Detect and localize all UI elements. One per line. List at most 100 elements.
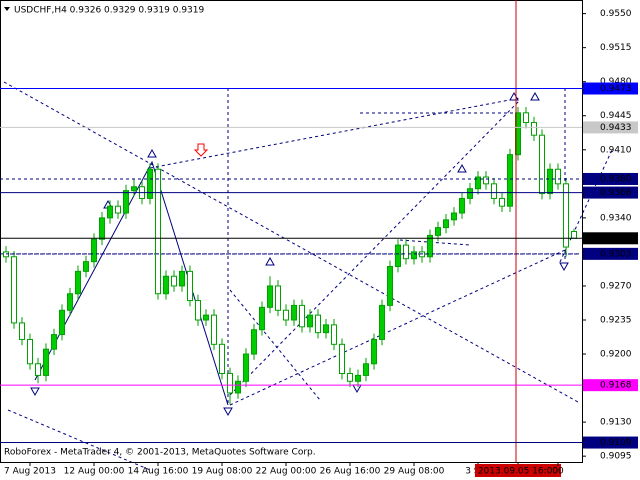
candle-body <box>75 270 81 295</box>
candle-body <box>547 168 553 195</box>
candle-body <box>523 112 529 124</box>
candle-body <box>299 304 305 328</box>
candle-body <box>259 306 265 331</box>
candle-body <box>507 154 513 207</box>
plot-frame <box>0 0 583 463</box>
candle-body <box>107 205 113 219</box>
candle-body <box>155 168 161 295</box>
y-tick-label: 0.9515 <box>600 43 632 53</box>
y-tick-label: 0.9130 <box>600 418 632 428</box>
x-tick-label: 7 Aug 2013 <box>4 467 56 477</box>
x-tick-label: 19 Aug 08:00 <box>192 467 253 477</box>
y-tick-label: 0.9480 <box>600 77 632 87</box>
candle-body <box>243 353 249 382</box>
candle-body <box>115 205 121 214</box>
candle-body <box>83 261 89 272</box>
candle-body <box>67 293 73 311</box>
candle-body <box>555 168 561 185</box>
x-tick-label: 26 Aug 16:00 <box>320 467 381 477</box>
level-label: 0.9380 <box>600 174 632 184</box>
candle-body <box>475 176 481 190</box>
candle-body <box>459 197 465 214</box>
candle-body <box>379 304 385 340</box>
candle-body <box>331 324 337 345</box>
candle-body <box>51 334 57 350</box>
y-tick-label: 0.9410 <box>600 145 632 155</box>
arrows <box>30 91 569 417</box>
candle-body <box>531 122 537 136</box>
candle-body <box>187 270 193 302</box>
level-label-box <box>583 379 638 392</box>
candle-body <box>27 338 33 365</box>
level-label-box <box>583 172 638 185</box>
y-tick-label: 0.9235 <box>600 315 632 325</box>
candle-body <box>403 244 409 260</box>
candle-body <box>11 256 17 324</box>
candle-body <box>467 188 473 199</box>
candle-body <box>275 285 281 311</box>
candle-body <box>315 314 321 334</box>
candle-body <box>59 309 65 336</box>
candle-body <box>563 183 569 248</box>
candle-body <box>147 168 153 199</box>
x-tick-label: 2013.09.05 16:00 <box>478 467 559 477</box>
level-label-box <box>583 247 638 260</box>
candle-body <box>499 197 505 207</box>
candle-body <box>35 363 41 376</box>
candle-body <box>203 314 209 321</box>
candle-body <box>91 238 97 263</box>
level-label-box <box>583 82 638 95</box>
candle-body <box>355 374 361 382</box>
candle-body <box>451 212 457 221</box>
candle-body <box>427 234 433 258</box>
x-tick-label: 12 Aug 00:00 <box>64 467 125 477</box>
trendlines <box>3 81 613 471</box>
candle-body <box>435 227 441 236</box>
wave-line <box>34 160 229 406</box>
candle-body <box>43 348 49 376</box>
candle-body <box>291 304 297 321</box>
candle-body <box>227 372 233 394</box>
candle-body <box>371 338 377 365</box>
x-tick-label: 22 Aug 00:00 <box>256 467 317 477</box>
level-label: 0.9433 <box>600 123 632 133</box>
level-label: 0.9109 <box>600 438 632 448</box>
candle-body <box>339 343 345 374</box>
candle-body <box>235 380 241 394</box>
candle-body <box>267 285 273 308</box>
candle-body <box>171 275 177 287</box>
x-tick-label: 00 <box>552 467 564 477</box>
level-label: 0.9168 <box>600 381 632 391</box>
candle-body <box>195 300 201 321</box>
sell-arrow <box>193 143 209 157</box>
candle-body <box>131 186 137 192</box>
candle-body <box>323 324 329 334</box>
candle-body <box>307 314 313 328</box>
candle-body <box>539 134 545 195</box>
candle-body <box>395 244 401 268</box>
candle-body <box>123 190 129 214</box>
y-tick-label: 0.9200 <box>600 350 632 360</box>
candle-body <box>219 343 225 374</box>
candle-body <box>211 314 217 345</box>
level-label-box <box>583 232 638 245</box>
candle-body <box>363 363 369 376</box>
candle-body <box>347 372 353 382</box>
time-marker-box <box>475 464 561 477</box>
y-tick-label: 0.9550 <box>600 9 632 19</box>
level-label: 0.9366 <box>600 188 632 198</box>
level-label-box <box>583 186 638 199</box>
candle-body <box>163 275 169 295</box>
candle-body <box>483 176 489 185</box>
level-label: 0.9473 <box>600 84 632 94</box>
candle-body <box>283 309 289 321</box>
candle-body <box>251 329 257 355</box>
level-label: 0.9319 <box>600 234 632 244</box>
candle-body <box>387 266 393 306</box>
candle-body <box>179 270 185 287</box>
y-tick-label: 0.9095 <box>600 452 632 462</box>
candle-body <box>411 251 417 260</box>
level-label-box <box>583 436 638 449</box>
candle-body <box>571 230 577 239</box>
